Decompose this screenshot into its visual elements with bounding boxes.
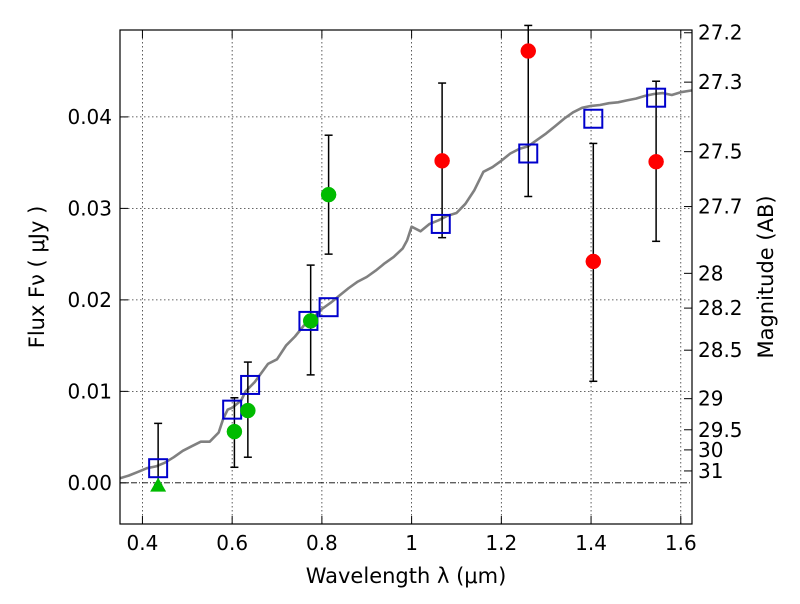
- y-tick-label: 0.01: [67, 379, 112, 403]
- axis-ticks: [120, 30, 692, 524]
- y2-tick-label: 27.7: [698, 195, 743, 219]
- data-markers: [148, 43, 667, 492]
- model-flux-square-marker: [583, 108, 604, 129]
- x-tick-label: 0.6: [216, 531, 248, 555]
- y2-tick-label: 27.3: [698, 70, 743, 94]
- x-tick-label: 1.2: [485, 531, 517, 555]
- model-spectrum-line: [119, 89, 693, 480]
- y2-tick-label: 27.2: [698, 21, 743, 45]
- x-tick-label: 1.6: [665, 531, 697, 555]
- model-flux-square-marker: [318, 297, 339, 318]
- y-tick-label: 0.00: [67, 471, 112, 495]
- x-tick-label: 0.4: [127, 531, 159, 555]
- model-flux-square-marker: [240, 374, 261, 395]
- y-axis-label: Flux Fν ( μJy ): [25, 206, 49, 349]
- red-flux-point: [648, 153, 664, 170]
- y2-tick-label: 27.5: [698, 140, 743, 164]
- red-flux-point: [520, 43, 537, 59]
- grid-lines: [120, 30, 692, 524]
- y-tick-label: 0.04: [67, 105, 112, 129]
- y2-tick-label: 29: [698, 387, 723, 411]
- x-tick-label: 1: [405, 531, 418, 555]
- x-tick-label: 1.4: [575, 531, 607, 555]
- green-flux-point: [240, 402, 256, 419]
- y-tick-label: 0.03: [67, 196, 112, 220]
- plot-frame: [119, 29, 693, 525]
- model-flux-square-marker: [148, 458, 169, 479]
- y2-tick-label: 28.2: [698, 296, 743, 320]
- y2-axis-label: Magnitude (AB): [754, 195, 778, 358]
- green-triangle-marker: [150, 477, 167, 492]
- y2-tick-label: 31: [698, 459, 723, 483]
- model-flux-square-marker: [430, 213, 451, 234]
- tick-labels: 0.4 0.6 0.8 1 1.2 1.4 1.6 0.00 0.01 0.02 0.03 0.04 2…: [67, 21, 742, 555]
- model-spectrum: [119, 89, 693, 480]
- green-flux-point: [302, 313, 319, 329]
- green-flux-point: [226, 423, 243, 440]
- red-flux-point: [585, 253, 602, 270]
- x-tick-label: 0.8: [306, 531, 338, 555]
- model-flux-square-marker: [518, 143, 539, 164]
- y2-tick-label: 28: [698, 261, 723, 285]
- x-axis-label: Wavelength λ (μm): [306, 564, 507, 588]
- error-bars: [154, 24, 661, 486]
- y2-tick-label: 28.5: [698, 338, 743, 362]
- y2-tick-label: 30: [698, 438, 723, 462]
- red-flux-point: [434, 153, 450, 169]
- y2-tick-label: 29.5: [698, 418, 743, 442]
- y-tick-label: 0.02: [67, 288, 112, 312]
- green-flux-point: [320, 186, 337, 203]
- model-flux-square-marker: [646, 87, 667, 108]
